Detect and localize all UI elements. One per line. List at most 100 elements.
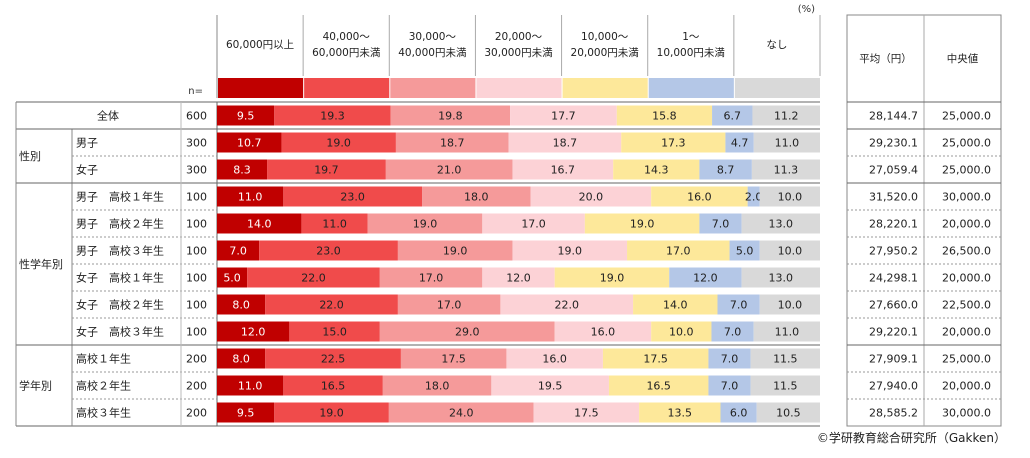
bar-segment: [265, 294, 398, 315]
data-label: 7.0: [712, 218, 730, 231]
row-n: 300: [186, 164, 207, 177]
data-label: 16.0: [687, 191, 712, 204]
legend-label: 30,000～: [409, 31, 457, 43]
bar-segment: [512, 159, 614, 180]
data-label: 17.0: [521, 218, 546, 231]
bar-segment: [741, 267, 820, 288]
data-label: 16.5: [646, 380, 671, 393]
row-n: 300: [186, 137, 207, 150]
data-label: 18.7: [553, 137, 578, 150]
data-label: 22.0: [319, 299, 344, 312]
row-n: 200: [186, 407, 207, 420]
data-label: 16.7: [551, 164, 576, 177]
median-value: 20,000.0: [942, 272, 991, 285]
bar-segment: [267, 159, 386, 180]
data-label: 18.7: [440, 137, 465, 150]
bar-segment: [217, 132, 282, 153]
median-value: 25,000.0: [942, 110, 991, 123]
row-label: 女子 高校１年生: [76, 271, 164, 285]
row-n: 200: [186, 380, 207, 393]
row-label: 高校３年生: [76, 406, 131, 420]
legend-label: 10,000円未満: [657, 47, 726, 59]
data-label: 8.0: [232, 299, 250, 312]
group-label: 性別: [19, 149, 41, 163]
bar-segment: [554, 267, 670, 288]
bar-segment: [725, 132, 754, 153]
data-label: 11.5: [773, 380, 798, 393]
n-label: n=: [188, 86, 203, 97]
data-label: 22.0: [301, 272, 326, 285]
bar-segment: [217, 348, 266, 369]
bar-segment: [259, 240, 398, 261]
legend-label: 1～: [682, 31, 700, 43]
data-label: 21.0: [437, 164, 462, 177]
bar-segment: [759, 186, 820, 207]
median-value: 25,000.0: [942, 164, 991, 177]
median-value: 26,500.0: [942, 245, 991, 258]
avg-value: 27,660.0: [869, 299, 918, 312]
legend-swatch: [390, 78, 476, 98]
data-label: 11.5: [773, 353, 798, 366]
avg-value: 31,520.0: [869, 191, 918, 204]
bar-segment: [751, 159, 820, 180]
bar-segment: [400, 348, 507, 369]
bar-segment: [508, 132, 622, 153]
row-n: 100: [186, 245, 207, 258]
data-label: 19.7: [314, 164, 339, 177]
bar-segment: [753, 321, 820, 342]
bar-segment: [274, 402, 389, 423]
bar-segment: [639, 402, 721, 423]
group-label: 性学年別: [19, 257, 63, 271]
group-label: 学年別: [19, 379, 52, 393]
bar-segment: [741, 213, 820, 234]
legend-label: 20,000～: [495, 31, 543, 43]
data-label: 19.0: [326, 137, 351, 150]
data-label: 10.0: [778, 299, 803, 312]
data-label: 13.5: [668, 407, 693, 420]
bar-segment: [217, 105, 275, 126]
copyright-text: ©学研教育総合研究所（Gakken）: [817, 430, 1006, 445]
bar-segment: [217, 402, 275, 423]
median-value: 30,000.0: [942, 407, 991, 420]
avg-value: 27,059.4: [869, 164, 918, 177]
bar-segment: [491, 375, 609, 396]
avg-value: 28,585.2: [869, 407, 918, 420]
data-label: 13.0: [769, 272, 794, 285]
bar-segment: [669, 267, 742, 288]
unit-label: (%): [798, 4, 815, 15]
median-value: 25,000.0: [942, 137, 991, 150]
data-label: 4.7: [731, 137, 749, 150]
bar-segment: [506, 348, 603, 369]
data-label: 24.0: [449, 407, 474, 420]
data-label: 19.8: [438, 110, 463, 123]
data-label: 7.0: [724, 326, 742, 339]
bar-segment: [651, 321, 712, 342]
row-label: 女子 高校２年生: [76, 298, 164, 312]
bar-segment: [584, 213, 700, 234]
bar-segment: [633, 294, 718, 315]
legend-label: 30,000円未満: [484, 47, 553, 59]
data-label: 10.5: [776, 407, 801, 420]
bar-segment: [217, 240, 260, 261]
legend-label: 60,000円未満: [312, 47, 381, 59]
median-value: 20,000.0: [942, 326, 991, 339]
data-label: 12.0: [506, 272, 531, 285]
avg-value: 24,298.1: [869, 272, 918, 285]
data-label: 12.0: [241, 326, 266, 339]
row-label: 高校２年生: [76, 379, 131, 393]
bar-segment: [759, 294, 820, 315]
bar-segment: [289, 321, 380, 342]
data-label: 5.0: [736, 245, 754, 258]
row-label: 男子 高校３年生: [76, 244, 164, 258]
bar-segment: [482, 267, 555, 288]
bar-segment: [712, 105, 753, 126]
data-label: 19.0: [319, 407, 344, 420]
bar-segment: [627, 240, 730, 261]
bar-segment: [217, 159, 268, 180]
data-label: 23.0: [316, 245, 341, 258]
bar-segment: [283, 186, 423, 207]
avg-value: 27,950.2: [869, 245, 918, 258]
median-value: 22,500.0: [942, 299, 991, 312]
median-value: 20,000.0: [942, 218, 991, 231]
